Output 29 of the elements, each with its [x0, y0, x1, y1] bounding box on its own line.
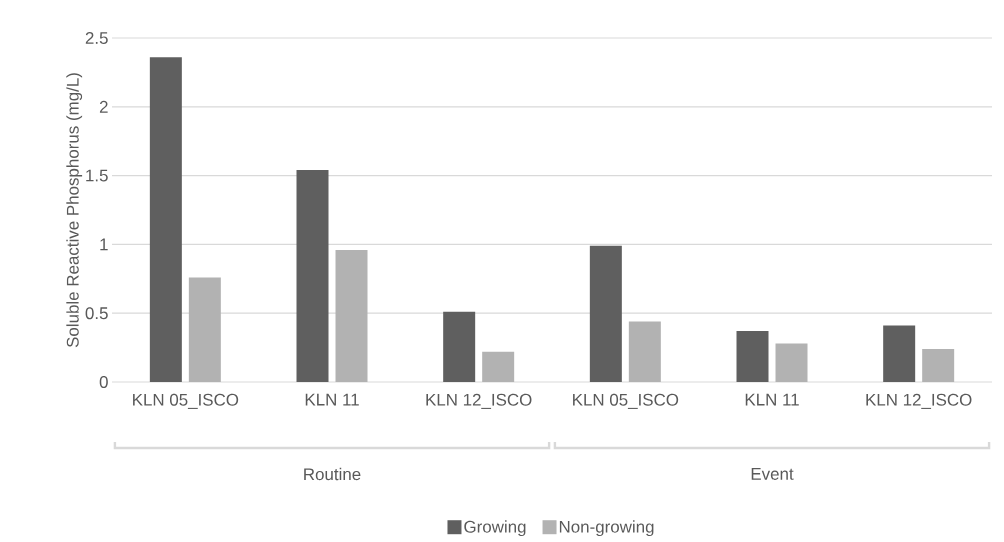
x-tick-label: KLN 11	[305, 393, 359, 406]
bar	[296, 170, 329, 382]
bar	[883, 325, 916, 382]
bar	[589, 245, 622, 382]
bar	[922, 348, 955, 382]
bar	[628, 321, 661, 382]
legend-label: Non-growing	[559, 520, 654, 537]
x-tick-label: KLN 12_ISCO	[866, 393, 972, 409]
legend-label: Growing	[464, 520, 526, 537]
bar	[482, 351, 515, 382]
bar	[443, 311, 476, 382]
y-tick-label: 0.5	[85, 307, 108, 320]
y-tick-label: 2.5	[85, 31, 108, 44]
y-tick-label: 0	[99, 375, 108, 388]
x-tick-label: KLN 05_ISCO	[573, 393, 679, 409]
y-axis-title: Soluble Reactive Phosphorus (mg/L)	[66, 73, 83, 348]
x-tick-label: KLN 05_ISCO	[133, 393, 239, 409]
bar	[736, 331, 769, 382]
x-tick-label: KLN 12_ISCO	[426, 393, 532, 409]
y-tick-label: 2	[99, 100, 108, 113]
bar	[149, 57, 182, 382]
x-tick-label: KLN 11	[745, 393, 799, 406]
text: Routine	[304, 467, 361, 481]
y-tick-label: 1	[100, 238, 108, 251]
text: Event	[751, 468, 794, 480]
bar	[775, 343, 808, 382]
bar	[188, 277, 221, 382]
bar	[335, 249, 368, 382]
y-tick-label: 1.5	[86, 169, 108, 182]
